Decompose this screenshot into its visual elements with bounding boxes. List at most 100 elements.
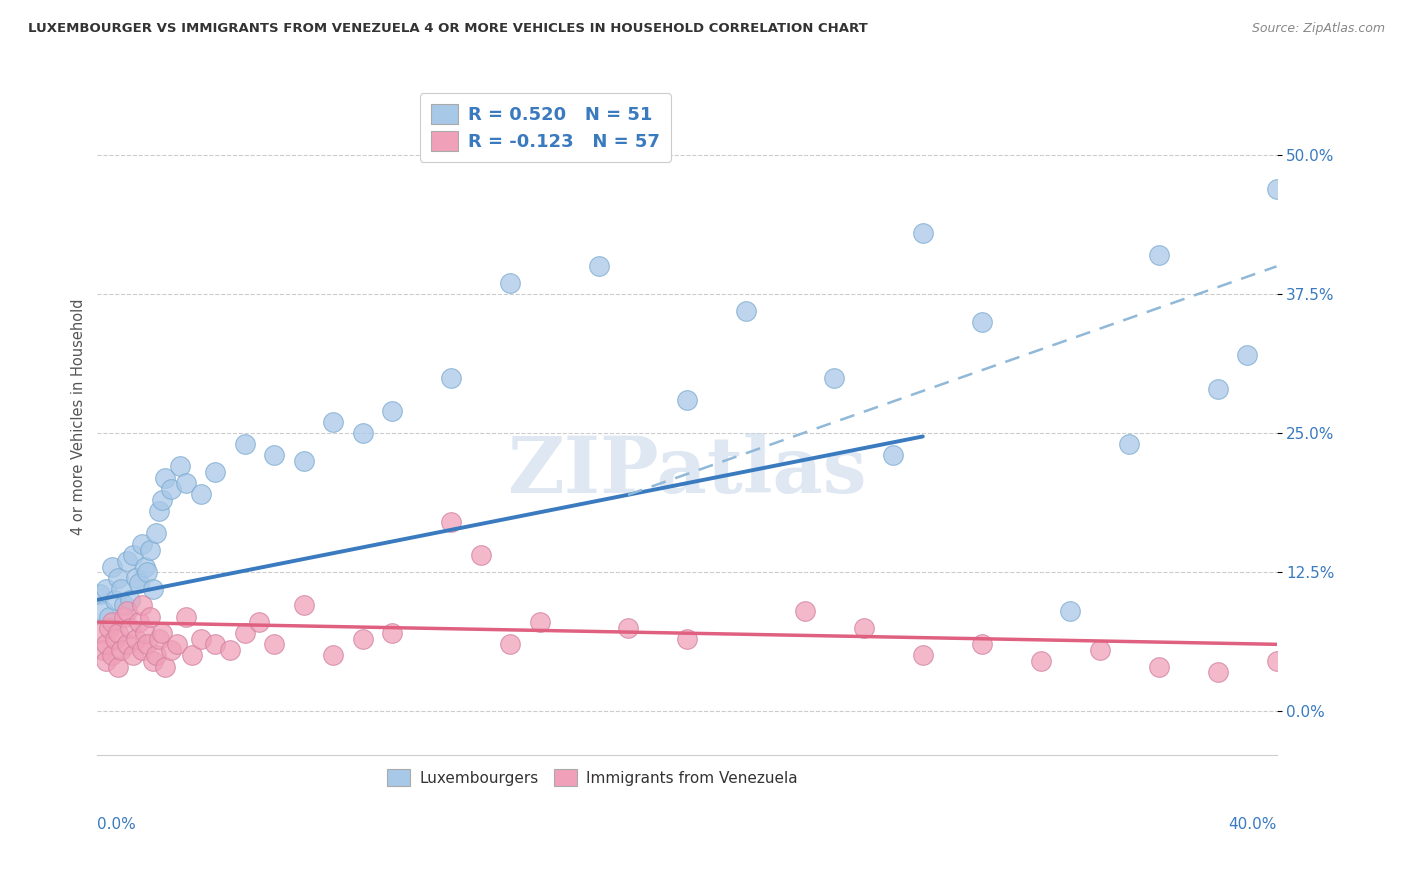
- Point: [219, 643, 242, 657]
- Point: [470, 549, 492, 563]
- Point: [115, 637, 138, 651]
- Point: [131, 643, 153, 657]
- Point: [131, 599, 153, 613]
- Point: [115, 604, 138, 618]
- Point: [204, 637, 226, 651]
- Point: [735, 303, 758, 318]
- Point: [676, 392, 699, 407]
- Point: [136, 637, 159, 651]
- Point: [852, 621, 875, 635]
- Point: [104, 632, 127, 646]
- Point: [440, 370, 463, 384]
- Point: [110, 643, 132, 657]
- Point: [617, 621, 640, 635]
- Point: [110, 582, 132, 596]
- Point: [1147, 659, 1170, 673]
- Point: [118, 621, 141, 635]
- Point: [145, 648, 167, 663]
- Point: [440, 515, 463, 529]
- Point: [89, 587, 111, 601]
- Text: LUXEMBOURGER VS IMMIGRANTS FROM VENEZUELA 4 OR MORE VEHICLES IN HOUSEHOLD CORREL: LUXEMBOURGER VS IMMIGRANTS FROM VENEZUEL…: [28, 22, 868, 36]
- Point: [96, 637, 118, 651]
- Point: [352, 632, 374, 646]
- Point: [150, 492, 173, 507]
- Point: [233, 626, 256, 640]
- Text: 40.0%: 40.0%: [1229, 816, 1277, 831]
- Point: [1029, 654, 1052, 668]
- Point: [145, 526, 167, 541]
- Point: [1279, 215, 1302, 229]
- Point: [381, 404, 404, 418]
- Point: [148, 504, 170, 518]
- Point: [970, 315, 993, 329]
- Point: [174, 476, 197, 491]
- Point: [124, 571, 146, 585]
- Y-axis label: 4 or more Vehicles in Household: 4 or more Vehicles in Household: [72, 298, 86, 534]
- Point: [911, 648, 934, 663]
- Point: [180, 648, 202, 663]
- Point: [1206, 665, 1229, 679]
- Point: [169, 459, 191, 474]
- Point: [263, 637, 285, 651]
- Point: [153, 659, 176, 673]
- Point: [121, 549, 143, 563]
- Point: [96, 654, 118, 668]
- Point: [882, 448, 904, 462]
- Text: ZIPatlas: ZIPatlas: [508, 433, 866, 508]
- Point: [134, 559, 156, 574]
- Point: [499, 276, 522, 290]
- Point: [131, 537, 153, 551]
- Text: Source: ZipAtlas.com: Source: ZipAtlas.com: [1251, 22, 1385, 36]
- Point: [1147, 248, 1170, 262]
- Point: [1295, 404, 1317, 418]
- Point: [96, 582, 118, 596]
- Point: [1088, 643, 1111, 657]
- Point: [101, 559, 124, 574]
- Point: [823, 370, 845, 384]
- Point: [112, 609, 135, 624]
- Point: [1059, 604, 1081, 618]
- Point: [970, 637, 993, 651]
- Point: [793, 604, 815, 618]
- Point: [107, 659, 129, 673]
- Point: [160, 482, 183, 496]
- Point: [381, 626, 404, 640]
- Point: [101, 615, 124, 629]
- Point: [190, 487, 212, 501]
- Point: [499, 637, 522, 651]
- Point: [911, 226, 934, 240]
- Point: [128, 615, 150, 629]
- Point: [292, 454, 315, 468]
- Point: [263, 448, 285, 462]
- Point: [588, 260, 610, 274]
- Point: [124, 632, 146, 646]
- Point: [142, 654, 165, 668]
- Point: [115, 554, 138, 568]
- Point: [204, 465, 226, 479]
- Point: [1236, 348, 1258, 362]
- Point: [249, 615, 271, 629]
- Point: [676, 632, 699, 646]
- Point: [98, 621, 121, 635]
- Point: [1206, 382, 1229, 396]
- Point: [1265, 654, 1288, 668]
- Point: [233, 437, 256, 451]
- Point: [107, 626, 129, 640]
- Point: [166, 637, 188, 651]
- Point: [136, 565, 159, 579]
- Point: [118, 592, 141, 607]
- Point: [91, 643, 114, 657]
- Point: [91, 604, 114, 618]
- Legend: Luxembourgers, Immigrants from Venezuela: Luxembourgers, Immigrants from Venezuela: [381, 763, 804, 792]
- Point: [128, 576, 150, 591]
- Point: [150, 626, 173, 640]
- Point: [104, 592, 127, 607]
- Point: [529, 615, 551, 629]
- Point: [190, 632, 212, 646]
- Point: [101, 648, 124, 663]
- Point: [1265, 181, 1288, 195]
- Text: 0.0%: 0.0%: [97, 816, 136, 831]
- Point: [174, 609, 197, 624]
- Point: [322, 415, 344, 429]
- Point: [142, 582, 165, 596]
